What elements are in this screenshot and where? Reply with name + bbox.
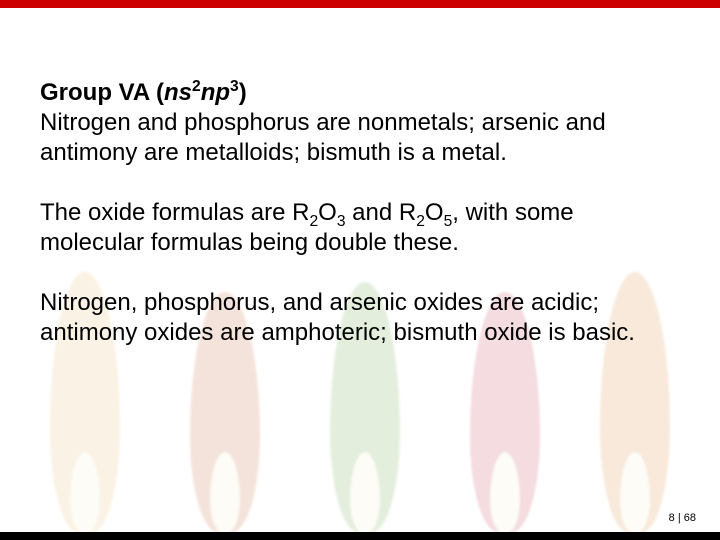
para2-t1: The oxide formulas are R [40, 199, 309, 226]
para2-t3: and R [346, 199, 417, 226]
group-heading: Group VA (ns2np3) [40, 79, 247, 106]
flame-inner [70, 452, 100, 532]
flame-inner [210, 452, 240, 532]
para1-text: Nitrogen and phosphorus are nonmetals; a… [40, 109, 606, 166]
slide: Group VA (ns2np3) Nitrogen and phosphoru… [0, 0, 720, 540]
para2-s1: 2 [309, 213, 318, 230]
page-sep: | [675, 512, 684, 524]
para2: The oxide formulas are R2O3 and R2O5, wi… [40, 198, 680, 258]
para2-s3: 2 [416, 213, 425, 230]
heading-config-p: np [201, 79, 230, 106]
heading-exp2: 3 [230, 78, 239, 95]
flame-inner [620, 452, 650, 532]
para2-s4: 5 [444, 213, 453, 230]
para2-t4: O [425, 199, 444, 226]
flame-inner [350, 452, 380, 532]
bottom-accent-bar [0, 532, 720, 540]
page-number: 8 | 68 [669, 512, 696, 524]
top-accent-bar [0, 0, 720, 8]
heading-paragraph: Group VA (ns2np3) Nitrogen and phosphoru… [40, 78, 680, 168]
para3: Nitrogen, phosphorus, and arsenic oxides… [40, 288, 680, 348]
para2-t2: O [318, 199, 337, 226]
para2-s2: 3 [337, 213, 346, 230]
heading-exp1: 2 [192, 78, 201, 95]
heading-config-n: ns [164, 79, 192, 106]
heading-prefix: Group VA ( [40, 79, 164, 106]
page-num-value: 68 [684, 512, 696, 524]
slide-content: Group VA (ns2np3) Nitrogen and phosphoru… [40, 78, 680, 378]
flame-inner [490, 452, 520, 532]
heading-suffix: ) [239, 79, 247, 106]
